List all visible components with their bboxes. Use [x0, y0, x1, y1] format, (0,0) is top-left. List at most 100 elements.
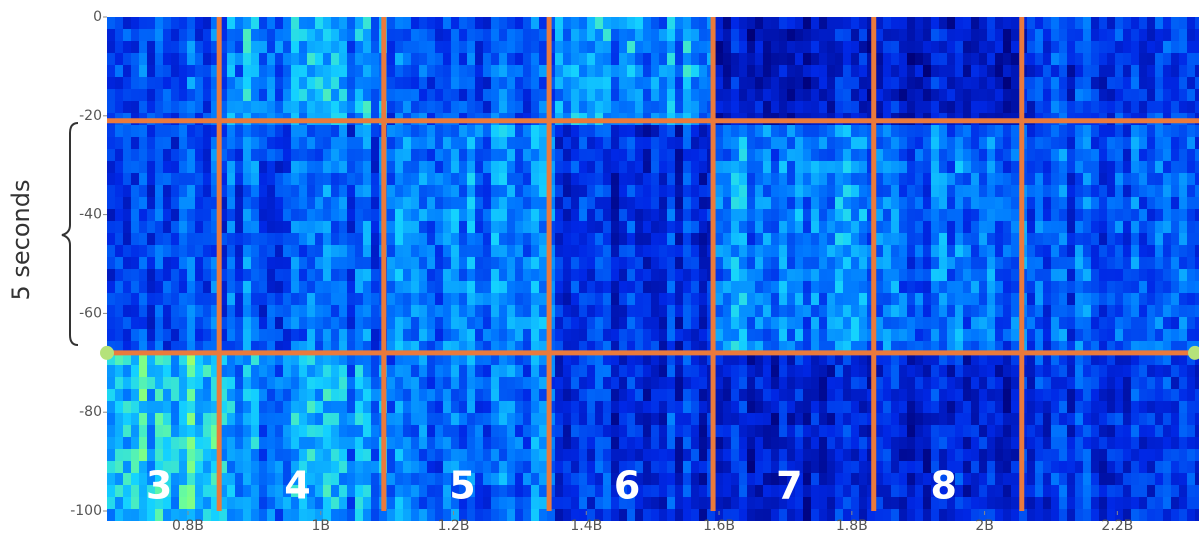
heatmap-cell	[251, 149, 259, 161]
heatmap-cell	[819, 461, 827, 473]
heatmap-cell	[715, 293, 723, 305]
heatmap-cell	[259, 473, 267, 485]
heatmap-cell	[107, 101, 115, 113]
heatmap-cell	[691, 185, 699, 197]
heatmap-cell	[571, 17, 579, 29]
heatmap-cell	[427, 53, 435, 65]
heatmap-cell	[307, 233, 315, 245]
heatmap-cell	[563, 101, 571, 113]
heatmap-cell	[723, 281, 731, 293]
heatmap-cell	[755, 389, 763, 401]
heatmap-cell	[987, 497, 995, 509]
heatmap-cell	[963, 101, 971, 113]
heatmap-cell	[979, 41, 987, 53]
heatmap-cell	[355, 173, 363, 185]
heatmap-cell	[627, 137, 635, 149]
heatmap-cell	[131, 461, 139, 473]
heatmap-cell	[883, 425, 891, 437]
heatmap-cell	[1003, 101, 1011, 113]
heatmap-cell	[635, 197, 643, 209]
heatmap-cell	[371, 125, 379, 137]
heatmap-cell	[595, 53, 603, 65]
heatmap-cell	[499, 209, 507, 221]
heatmap-cell	[115, 281, 123, 293]
heatmap-cell	[275, 233, 283, 245]
heatmap-cell	[187, 281, 195, 293]
heatmap-cell	[803, 125, 811, 137]
heatmap-cell	[347, 29, 355, 41]
heatmap-cell	[627, 365, 635, 377]
heatmap-cell	[523, 317, 531, 329]
heatmap-cell	[243, 161, 251, 173]
heatmap-cell	[611, 89, 619, 101]
heatmap-cell	[291, 101, 299, 113]
heatmap-cell	[987, 461, 995, 473]
heatmap-cell	[307, 149, 315, 161]
heatmap-cell	[939, 413, 947, 425]
heatmap-cell	[819, 209, 827, 221]
heatmap-cell	[1051, 257, 1059, 269]
heatmap-cell	[1051, 485, 1059, 497]
heatmap-cell	[331, 365, 339, 377]
heatmap-cell	[395, 257, 403, 269]
heatmap-cell	[555, 125, 563, 137]
heatmap-cell	[923, 41, 931, 53]
heatmap-cell	[1051, 161, 1059, 173]
heatmap-cell	[235, 485, 243, 497]
heatmap-cell	[483, 245, 491, 257]
heatmap-cell	[155, 77, 163, 89]
heatmap-cell	[427, 317, 435, 329]
heatmap-cell	[187, 137, 195, 149]
heatmap-cell	[755, 377, 763, 389]
heatmap-cell	[467, 17, 475, 29]
heatmap-cell	[587, 161, 595, 173]
heatmap-cell	[275, 29, 283, 41]
heatmap-cell	[203, 173, 211, 185]
heatmap-cell	[595, 65, 603, 77]
heatmap-cell	[579, 197, 587, 209]
heatmap-cell	[467, 401, 475, 413]
heatmap-cell	[331, 413, 339, 425]
heatmap-cell	[947, 125, 955, 137]
heatmap-cell	[203, 329, 211, 341]
heatmap-cell	[1035, 269, 1043, 281]
heatmap-cell	[179, 233, 187, 245]
heatmap-cell	[307, 101, 315, 113]
heatmap-cell	[651, 509, 659, 521]
heatmap-cell	[371, 389, 379, 401]
heatmap-cell	[467, 377, 475, 389]
heatmap-cell	[395, 425, 403, 437]
heatmap-cell	[579, 317, 587, 329]
heatmap-cell	[331, 269, 339, 281]
heatmap-cell	[771, 413, 779, 425]
heatmap-cell	[1051, 473, 1059, 485]
heatmap-cell	[1003, 209, 1011, 221]
heatmap-cell	[611, 185, 619, 197]
heatmap-cell	[531, 461, 539, 473]
heatmap-cell	[683, 65, 691, 77]
heatmap-cell	[123, 209, 131, 221]
heatmap-cell	[147, 401, 155, 413]
heatmap-cell	[1027, 461, 1035, 473]
heatmap-cell	[435, 461, 443, 473]
heatmap-cell	[411, 413, 419, 425]
heatmap-cell	[851, 137, 859, 149]
heatmap-cell	[307, 257, 315, 269]
heatmap-cell	[283, 317, 291, 329]
heatmap-cell	[795, 365, 803, 377]
heatmap-cell	[259, 269, 267, 281]
heatmap-cell	[571, 173, 579, 185]
heatmap-cell	[467, 161, 475, 173]
heatmap-cell	[387, 293, 395, 305]
heatmap-cell	[899, 245, 907, 257]
heatmap-cell	[987, 401, 995, 413]
heatmap-cell	[499, 497, 507, 509]
heatmap-cell	[347, 77, 355, 89]
heatmap-cell	[1035, 305, 1043, 317]
heatmap-cell	[275, 317, 283, 329]
heatmap-cell	[451, 209, 459, 221]
heatmap-cell	[475, 65, 483, 77]
heatmap-cell	[203, 269, 211, 281]
heatmap-cell	[227, 53, 235, 65]
heatmap-cell	[811, 233, 819, 245]
